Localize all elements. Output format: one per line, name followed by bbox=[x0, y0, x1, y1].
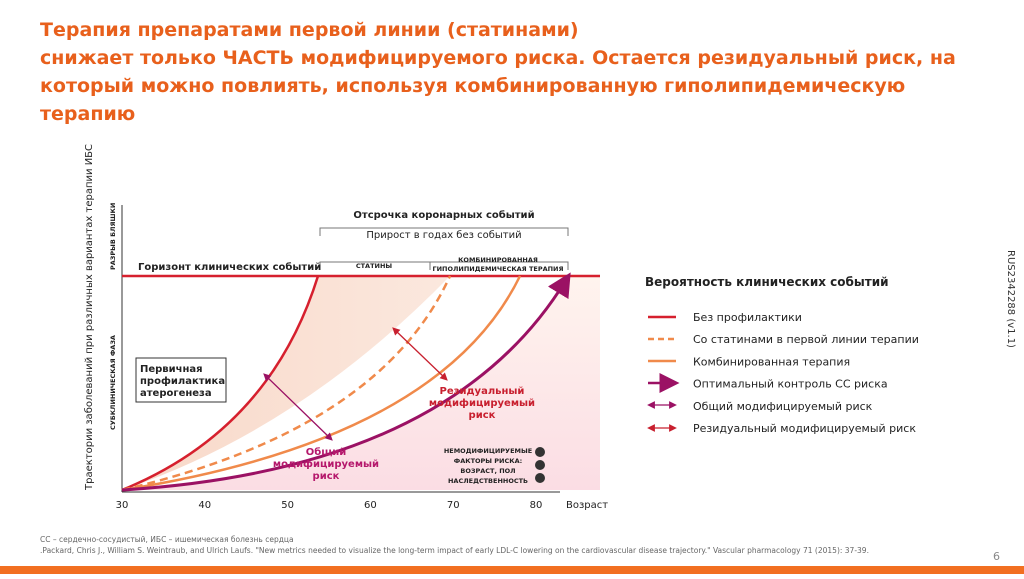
legend-label: Оптимальный контроль СС риска bbox=[693, 378, 888, 391]
nonmod-label: НЕМОДИФИЦИРУЕМЫЕ bbox=[444, 447, 532, 455]
icon bbox=[535, 447, 545, 457]
side-code: RUS2342288 (v1.1) bbox=[1005, 250, 1016, 348]
brackets bbox=[319, 227, 569, 270]
legend-title: Вероятность клинических событий bbox=[645, 275, 889, 289]
primary-label: атерогенеза bbox=[140, 388, 212, 399]
legend-label: Со статинами в первой линии терапии bbox=[693, 333, 919, 346]
x-tick-label: 50 bbox=[281, 500, 294, 511]
combo-label: ГИПОЛИПИДЕМИЧЕСКАЯ ТЕРАПИЯ bbox=[432, 265, 563, 273]
curve-none bbox=[121, 275, 320, 492]
total-arrow bbox=[263, 373, 333, 441]
total-label: риск bbox=[313, 471, 340, 482]
nonmod-label: ФАКТОРЫ РИСКА: bbox=[454, 457, 522, 465]
primary-box bbox=[135, 357, 227, 403]
title-line: Терапия препаратами первой линии (статин… bbox=[40, 19, 579, 41]
residual-label: Резидуальный bbox=[440, 386, 525, 397]
bottom-bar bbox=[0, 566, 1024, 574]
residual-area bbox=[122, 276, 600, 490]
delay-label: Отсрочка коронарных событий bbox=[353, 209, 534, 221]
y-axis-label: Траектории заболеваний при различных вар… bbox=[84, 144, 95, 491]
title-line: терапию bbox=[40, 103, 135, 125]
x-tick-label: 60 bbox=[364, 500, 377, 511]
residual-label: модифицируемый bbox=[429, 397, 535, 409]
footnote: СС – сердечно-сосудистый, ИБС – ишемичес… bbox=[40, 535, 294, 544]
x-tick-label: 80 bbox=[530, 500, 543, 511]
title-line: который можно повлиять, используя комбин… bbox=[40, 75, 905, 97]
legend-label: Общий модифицируемый риск bbox=[693, 400, 873, 413]
curve-optimal bbox=[121, 272, 571, 492]
combo-label: КОМБИНИРОВАННАЯ bbox=[458, 256, 538, 264]
diagram: Траектории заболеваний при различных вар… bbox=[84, 144, 608, 511]
legend-label: Без профилактики bbox=[693, 311, 802, 324]
nonmod-label: ВОЗРАСТ, ПОЛ bbox=[460, 467, 515, 475]
total-label: Общий bbox=[306, 446, 347, 458]
title-line: снижает только ЧАСТЬ модифицируемого рис… bbox=[40, 47, 956, 69]
legend-label: Резидуальный модифицируемый риск bbox=[693, 422, 916, 435]
y-labels: Траектории заболеваний при различных вар… bbox=[84, 144, 117, 491]
legend: Вероятность клинических событий Без проф… bbox=[645, 275, 919, 435]
residual-label: риск bbox=[469, 410, 496, 421]
primary-label: Первичная bbox=[140, 364, 203, 375]
icon bbox=[535, 473, 545, 483]
gain-label: Прирост в годах без событий bbox=[366, 230, 521, 241]
title: Терапия препаратами первой линии (статин… bbox=[40, 19, 956, 125]
x-tick-label: 30 bbox=[116, 500, 129, 511]
x-tick-label: 70 bbox=[447, 500, 460, 511]
primary-label: профилактика bbox=[140, 375, 225, 387]
footnote: .Packard, Chris J., William S. Weintraub… bbox=[40, 546, 869, 555]
nonmod-label: НАСЛЕДСТВЕННОСТЬ bbox=[448, 477, 528, 485]
legend-label: Комбинированная терапия bbox=[693, 355, 850, 368]
icon bbox=[535, 460, 545, 470]
curve-combo bbox=[121, 275, 522, 492]
horizon-label: Горизонт клинических событий bbox=[138, 261, 321, 273]
statins-label: СТАТИНЫ bbox=[356, 262, 393, 270]
page-number: 6 bbox=[993, 550, 1000, 563]
phase-label: СУБКЛИНИЧЕСКАЯ ФАЗА bbox=[109, 335, 117, 430]
residual-arrow bbox=[392, 327, 448, 381]
x-tick-label: 40 bbox=[198, 500, 211, 511]
x-ticks: 30 40 50 60 70 80 bbox=[116, 500, 543, 511]
curve-statins bbox=[121, 275, 452, 492]
phase-label: РАЗРЫВ БЛЯШКИ bbox=[109, 203, 117, 270]
total-label: модифицируемый bbox=[273, 458, 379, 470]
x-label: Возраст bbox=[566, 500, 608, 511]
